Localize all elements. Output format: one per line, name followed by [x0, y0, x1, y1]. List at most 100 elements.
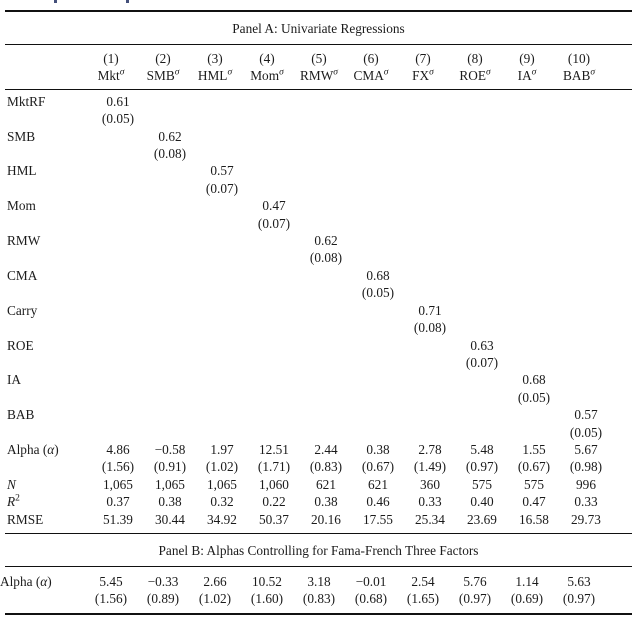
sigma-superscript: σ [531, 67, 537, 78]
r2-value: 0.38 [158, 494, 182, 510]
col-number: (3) [207, 51, 223, 66]
r2-value: 0.33 [574, 494, 598, 510]
se-cell: (1.65) [406, 591, 440, 607]
alpha-value: −0.58 [154, 441, 186, 457]
alpha-row: Alpha (α) 4.86 −0.58 1.97 12.51 2.44 0.3… [7, 441, 637, 458]
sigma-superscript: σ [429, 67, 434, 78]
se-cell: (1.60) [250, 591, 284, 607]
factor-se-row: (0.08) [7, 249, 637, 266]
se-cell: (0.05) [569, 424, 603, 440]
r-squared-row: R2 0.37 0.38 0.32 0.22 0.38 0.46 0.33 0.… [7, 493, 637, 510]
sigma-superscript: σ [227, 67, 233, 78]
alpha-value: 10.52 [252, 573, 282, 589]
col-name: SMBσ [146, 67, 180, 84]
se-cell: (1.49) [413, 459, 447, 475]
factor-row: ROE 0.63 [7, 337, 637, 354]
factor-se-row: (0.07) [7, 215, 637, 232]
col-number: (2) [155, 51, 171, 66]
estimate-cell: 0.57 [574, 407, 598, 423]
col-name: HMLσ [197, 67, 233, 84]
alpha-value: 4.86 [106, 441, 130, 457]
col-name: FXσ [412, 67, 434, 84]
n-value: 1,065 [155, 476, 185, 492]
se-cell: (0.07) [257, 215, 291, 231]
se-cell: (1.56) [101, 459, 135, 475]
horizontal-rule [5, 44, 632, 45]
col-name: Mktσ [97, 67, 125, 84]
factor-se-row: (0.08) [7, 145, 637, 162]
factor-se-row: (0.05) [7, 110, 637, 127]
col-name: Momσ [250, 67, 284, 84]
n-value: 575 [524, 476, 544, 492]
alpha-symbol: α [40, 573, 48, 589]
se-cell: (0.67) [517, 459, 551, 475]
cropped-text-artifact [54, 0, 57, 3]
factor-se-row: (0.08) [7, 319, 637, 336]
bottom-rule [5, 612, 632, 615]
column-name-row: Mktσ SMBσ HMLσ Momσ RMWσ CMAσ FXσ ROEσ I… [0, 67, 637, 84]
se-cell: (1.71) [257, 459, 291, 475]
alpha-value: 5.48 [470, 441, 494, 457]
se-cell: (1.02) [198, 591, 232, 607]
r2-value: 0.38 [314, 494, 338, 510]
alpha-value: 5.45 [99, 573, 123, 589]
row-label: HML [7, 163, 37, 179]
col-name: RMWσ [300, 67, 338, 84]
col-name: IAσ [517, 67, 537, 84]
rmse-value: 50.37 [259, 511, 289, 527]
estimate-cell: 0.71 [418, 302, 442, 318]
n-value: 1,060 [259, 476, 289, 492]
r2-value: 0.22 [262, 494, 286, 510]
estimate-cell: 0.63 [470, 337, 494, 353]
factor-se-row: (0.07) [7, 354, 637, 371]
se-cell: (0.68) [354, 591, 388, 607]
factor-row: IA 0.68 [7, 371, 637, 388]
factor-row: Mom 0.47 [7, 197, 637, 214]
row-label: Alpha (α) [0, 573, 52, 589]
n-value: 1,065 [207, 476, 237, 492]
horizontal-rule [5, 532, 632, 534]
alpha-value: 3.18 [307, 573, 331, 589]
se-cell: (0.67) [361, 459, 395, 475]
se-cell: (0.83) [309, 459, 343, 475]
se-cell: (0.08) [413, 320, 447, 336]
rmse-row: RMSE 51.39 30.44 34.92 50.37 20.16 17.55… [7, 511, 637, 528]
row-label: IA [7, 372, 22, 388]
factor-row: RMW 0.62 [7, 232, 637, 249]
estimate-cell: 0.57 [210, 163, 234, 179]
estimate-cell: 0.61 [106, 93, 130, 109]
alpha-value: 2.44 [314, 441, 338, 457]
se-cell: (0.97) [465, 459, 499, 475]
r2-value: 0.47 [522, 494, 546, 510]
sigma-superscript: σ [485, 67, 491, 78]
alpha-value: −0.33 [147, 573, 179, 589]
row-label: Mom [7, 198, 36, 214]
col-name: ROEσ [459, 67, 491, 84]
estimate-cell: 0.68 [366, 267, 390, 283]
se-cell: (0.83) [302, 591, 336, 607]
alpha-symbol: α [47, 441, 55, 457]
estimate-cell: 0.47 [262, 198, 286, 214]
alpha-value: 0.38 [366, 441, 390, 457]
se-cell: (0.05) [517, 389, 551, 405]
panel-a-title: Panel A: Univariate Regressions [232, 21, 405, 36]
col-name: BABσ [562, 67, 596, 84]
panel-b-statistics: Alpha (α) 5.45 −0.33 2.66 10.52 3.18 −0.… [0, 567, 637, 613]
alpha-value: −0.01 [355, 573, 387, 589]
r2-value: 0.46 [366, 494, 390, 510]
r2-value: 0.37 [106, 494, 130, 510]
col-number: (6) [363, 51, 379, 66]
alpha-value: 5.76 [463, 573, 487, 589]
estimate-cell: 0.68 [522, 372, 546, 388]
rmse-value: 51.39 [103, 511, 133, 527]
r2-value: 0.40 [470, 494, 494, 510]
n-value: 621 [316, 476, 336, 492]
rmse-value: 34.92 [207, 511, 237, 527]
factor-row: MktRF 0.61 [7, 93, 637, 110]
row-label: RMW [7, 233, 41, 249]
horizontal-rule [5, 565, 632, 567]
rmse-value: 25.34 [415, 511, 445, 527]
rmse-value: 29.73 [571, 511, 601, 527]
alpha-value: 1.55 [522, 441, 546, 457]
